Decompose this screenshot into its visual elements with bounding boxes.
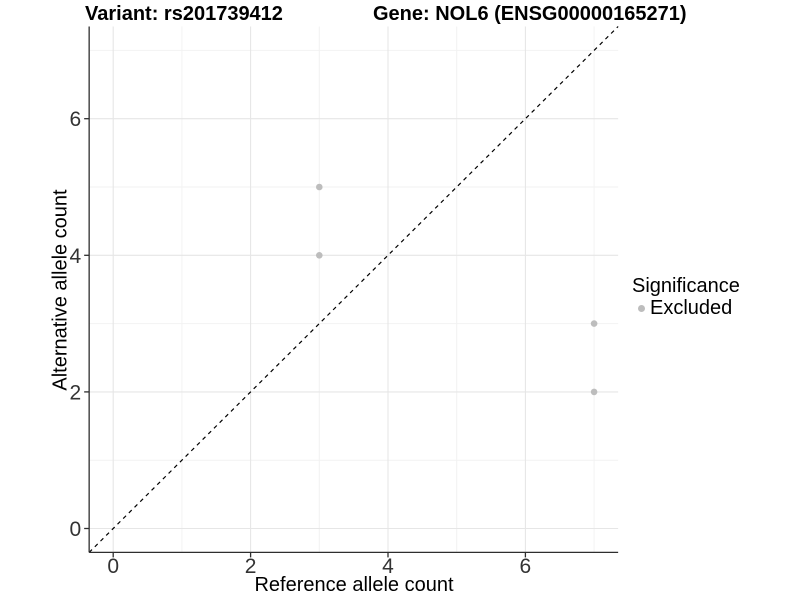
- data-point: [316, 252, 323, 259]
- x-tick-label: 6: [520, 555, 532, 578]
- x-tick-label: 2: [245, 555, 257, 578]
- plot-title-variant: Variant: rs201739412: [85, 3, 283, 25]
- identity-line: [88, 26, 619, 553]
- y-tick-label: 2: [69, 381, 81, 404]
- data-point: [590, 388, 598, 396]
- plot-title-gene: Gene: NOL6 (ENSG00000165271): [373, 3, 687, 25]
- data-point: [590, 320, 598, 327]
- x-tick-label: 4: [382, 555, 394, 578]
- x-axis-title: Reference allele count: [254, 574, 454, 596]
- data-point: [316, 183, 323, 191]
- y-axis-title: Alternative allele count: [49, 189, 72, 391]
- excluded-point-icon: [638, 304, 645, 312]
- y-tick-label: 4: [69, 245, 81, 268]
- x-tick-label: 0: [107, 555, 119, 578]
- legend: Significance Excluded: [632, 276, 740, 318]
- legend-entry-label: Excluded: [650, 297, 733, 319]
- y-tick-label: 0: [69, 518, 81, 541]
- legend-entry-excluded: Excluded: [632, 298, 740, 318]
- y-tick-label: 6: [69, 108, 81, 131]
- legend-title: Significance: [632, 275, 740, 297]
